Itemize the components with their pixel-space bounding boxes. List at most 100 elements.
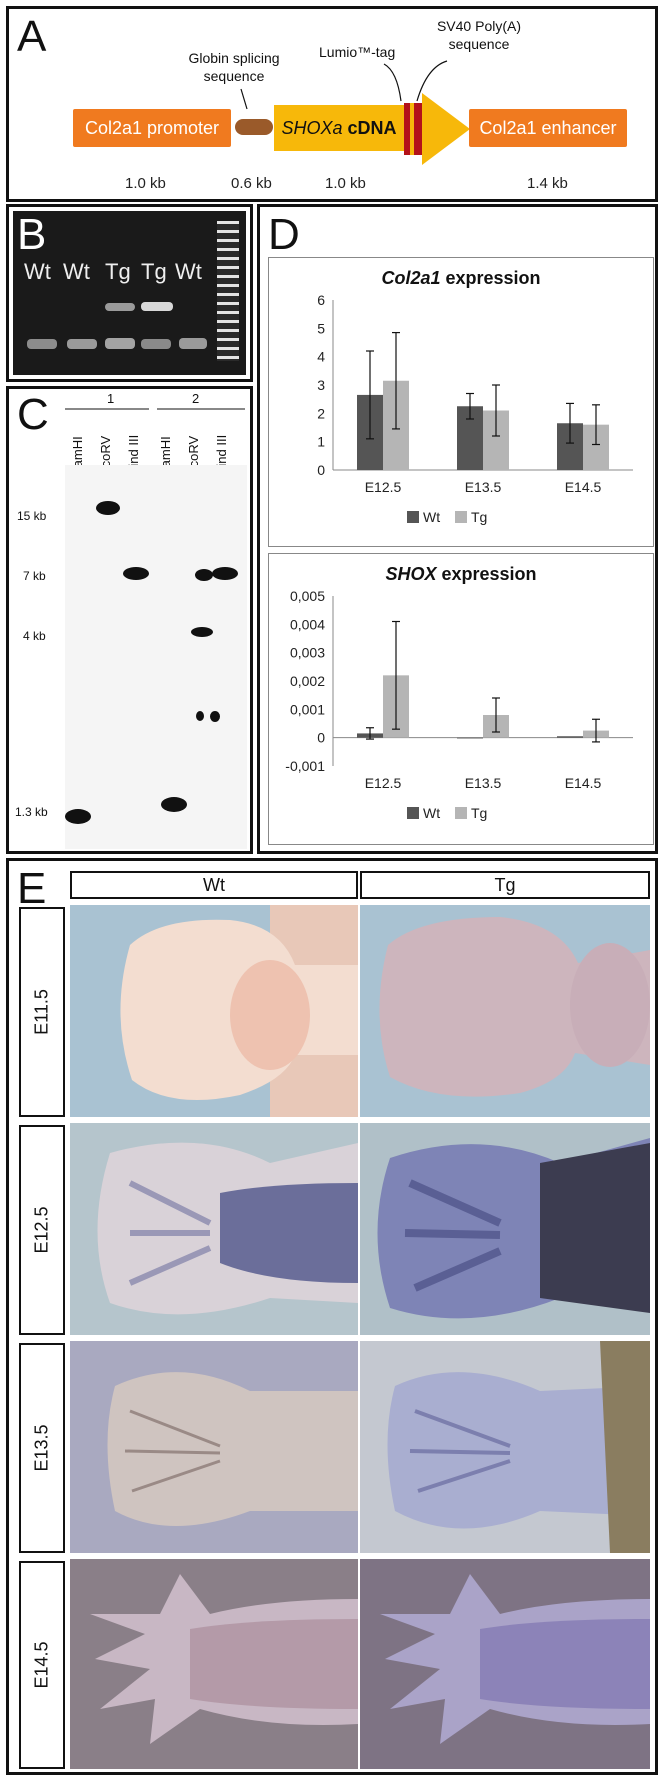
col2a1-title-italic: Col2a1: [381, 268, 441, 288]
col2a1-chart-svg: 0 1 2 3 4 5 6 E12.5 E13.5 E14.5 Wt Tg: [317, 292, 633, 525]
legend-swatch-tg: [455, 807, 467, 819]
lumio-label: Lumio™-tag: [319, 44, 396, 60]
panel-a: A Globin splicing sequence Lumio™-tag SV…: [6, 6, 658, 202]
legend-swatch-wt: [407, 807, 419, 819]
gel-lane-3: Tg: [105, 259, 131, 284]
gel-image: [13, 211, 246, 375]
x-tick-label: E12.5: [365, 775, 402, 791]
row-head-e11-5: E11.5: [19, 907, 65, 1117]
col-head-tg: Tg: [360, 871, 650, 899]
row-label-e13-5: E13.5: [31, 1424, 52, 1472]
y-tick-label: 6: [317, 292, 325, 308]
poly-a-arrow: [422, 93, 470, 165]
band-small-b: [210, 711, 220, 722]
row-label-e12-5: E12.5: [31, 1206, 52, 1254]
southern-group-lines: [65, 408, 245, 410]
legend-label-tg: Tg: [471, 509, 487, 525]
gel-lane-2: Wt: [63, 259, 90, 284]
panel-d-label: D: [268, 210, 300, 259]
band-4kb: [191, 627, 213, 637]
error-bar: [392, 620, 400, 730]
x-tick-label: E14.5: [565, 775, 602, 791]
y-tick-label: 0: [317, 730, 325, 746]
panel-d: D Col2a1 expression 0 1 2 3 4 5 6 E12.5 E13.5 E14…: [257, 204, 658, 854]
y-tick-label: 0,001: [290, 701, 325, 717]
shox-title-rest: expression: [436, 564, 537, 584]
panel-b: B Wt Wt Tg Tg Wt: [6, 204, 253, 382]
band-7kb-2a: [195, 569, 213, 581]
shoxa-cdna-box: SHOXa cDNA: [274, 105, 404, 151]
promoter-size: 1.0 kb: [125, 175, 166, 192]
photo-e12-5-wt: [70, 1123, 358, 1335]
error-bar: [466, 392, 474, 420]
legend-swatch-wt: [407, 511, 419, 523]
error-bar: [592, 718, 600, 743]
lumio-tag-stripe: [410, 103, 414, 155]
enhancer-size: 1.4 kb: [527, 175, 568, 192]
photo-e12-5-tg: [360, 1123, 650, 1335]
band-small-a: [196, 711, 204, 721]
panel-e: E Wt Tg E11.5 E12.5 E13.5 E14.5: [6, 858, 658, 1775]
y-tick-label: 0,004: [290, 616, 325, 632]
band-7kb-2b: [212, 567, 238, 580]
y-tick-label: 3: [317, 377, 325, 393]
panel-b-label: B: [17, 210, 47, 259]
size-15kb: 15 kb: [17, 509, 47, 523]
error-bar: [366, 727, 374, 740]
globin-label: Globin splicing sequence: [188, 50, 280, 84]
bar-wt-E13-5: [457, 737, 483, 739]
row-head-e13-5: E13.5: [19, 1343, 65, 1553]
x-tick-label: E14.5: [565, 479, 602, 495]
panel-e-label: E: [17, 864, 47, 913]
southern-blot: [65, 465, 247, 849]
cdna-label: cDNA: [347, 117, 397, 138]
gel-lane-5: Wt: [175, 259, 202, 284]
shox-title-italic: SHOX: [385, 564, 437, 584]
sv40-label: SV40 Poly(A) sequence: [436, 18, 522, 52]
photo-e11-5-wt: [70, 905, 358, 1117]
globin-size: 0.6 kb: [231, 175, 272, 192]
panel-c-label: C: [17, 390, 49, 439]
error-bar: [492, 697, 500, 733]
shox-chart-title: SHOX expression: [269, 564, 653, 585]
legend-label-tg: Tg: [471, 805, 487, 821]
tg-band-2: [141, 302, 173, 311]
band-1-3kb-1: [65, 809, 91, 824]
photo-e13-5-tg: [360, 1341, 650, 1553]
col-head-wt: Wt: [70, 871, 358, 899]
cdna-size: 1.0 kb: [325, 175, 366, 192]
x-tick-label: E13.5: [465, 479, 502, 495]
photo-e14-5-wt: [70, 1559, 358, 1769]
tg-band-1: [105, 303, 135, 311]
legend-label-wt: Wt: [423, 509, 440, 525]
row-head-e12-5: E12.5: [19, 1125, 65, 1335]
band-1-3kb-2: [161, 797, 187, 812]
y-tick-label: 0: [317, 462, 325, 478]
shox-chart: SHOX expression -0,001 0 0,001 0,002 0,003 0,…: [268, 553, 654, 845]
y-tick-label: 1: [317, 434, 325, 450]
col2a1-chart-title: Col2a1 expression: [269, 268, 653, 289]
gel-lane-4: Tg: [141, 259, 167, 284]
size-7kb: 7 kb: [23, 569, 46, 583]
photo-e13-5-wt: [70, 1341, 358, 1553]
panel-c: C 1 2 BamHI EcoRV Hind III BamHI EcoRV H…: [6, 386, 253, 854]
photo-e14-5-tg: [360, 1559, 650, 1769]
photo-e11-5-tg: [360, 905, 650, 1117]
y-tick-label: 0,003: [290, 645, 325, 661]
col2a1-chart: Col2a1 expression 0 1 2 3 4 5 6 E12.5 E13.5 E14.5…: [268, 257, 654, 547]
y-tick-label: 5: [317, 320, 325, 336]
x-tick-label: E13.5: [465, 775, 502, 791]
y-tick-label: 0,005: [290, 588, 325, 604]
globin-box: [235, 119, 273, 135]
size-4kb: 4 kb: [23, 629, 46, 643]
shox-chart-svg: -0,001 0 0,001 0,002 0,003 0,004 0,005 E12.5 E13…: [285, 588, 633, 821]
construct-connectors: [240, 60, 448, 110]
row-head-e14-5: E14.5: [19, 1561, 65, 1769]
error-bar: [492, 384, 500, 437]
y-tick-label: 0,002: [290, 673, 325, 689]
error-bar: [392, 331, 400, 430]
row-label-e14-5: E14.5: [31, 1641, 52, 1689]
col2a1-promoter-box: Col2a1 promoter: [73, 109, 231, 147]
y-tick-label: -0,001: [285, 758, 325, 774]
southern-group-2: 2: [192, 391, 200, 406]
